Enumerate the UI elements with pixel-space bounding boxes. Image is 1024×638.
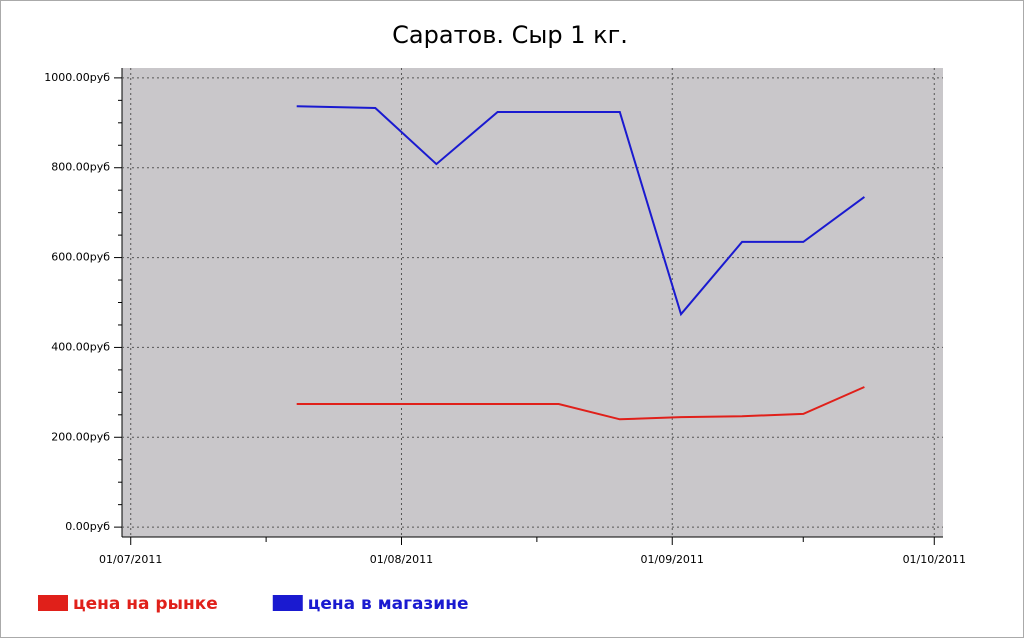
y-tick-label: 800.00руб — [51, 161, 110, 174]
legend-swatch — [38, 595, 68, 611]
legend-swatch — [272, 595, 303, 611]
y-tick-label: 400.00руб — [51, 340, 110, 353]
y-tick-label: 1000.00руб — [44, 71, 110, 84]
series-line — [296, 386, 865, 421]
plot-area — [122, 68, 943, 537]
legend-label: цена на рынке — [73, 594, 218, 614]
series-line — [296, 105, 865, 317]
y-tick-label: 200.00руб — [51, 430, 110, 443]
x-tick-label: 01/09/2011 — [641, 553, 704, 566]
x-tick-label: 01/08/2011 — [370, 553, 433, 566]
x-tick-label: 01/07/2011 — [99, 553, 162, 566]
y-tick-label: 0.00руб — [65, 520, 110, 533]
y-tick-label: 600.00руб — [51, 251, 110, 264]
chart-title: Саратов. Сыр 1 кг. — [392, 21, 628, 49]
x-tick-label: 01/10/2011 — [903, 553, 966, 566]
legend-label: цена в магазине — [308, 594, 469, 614]
